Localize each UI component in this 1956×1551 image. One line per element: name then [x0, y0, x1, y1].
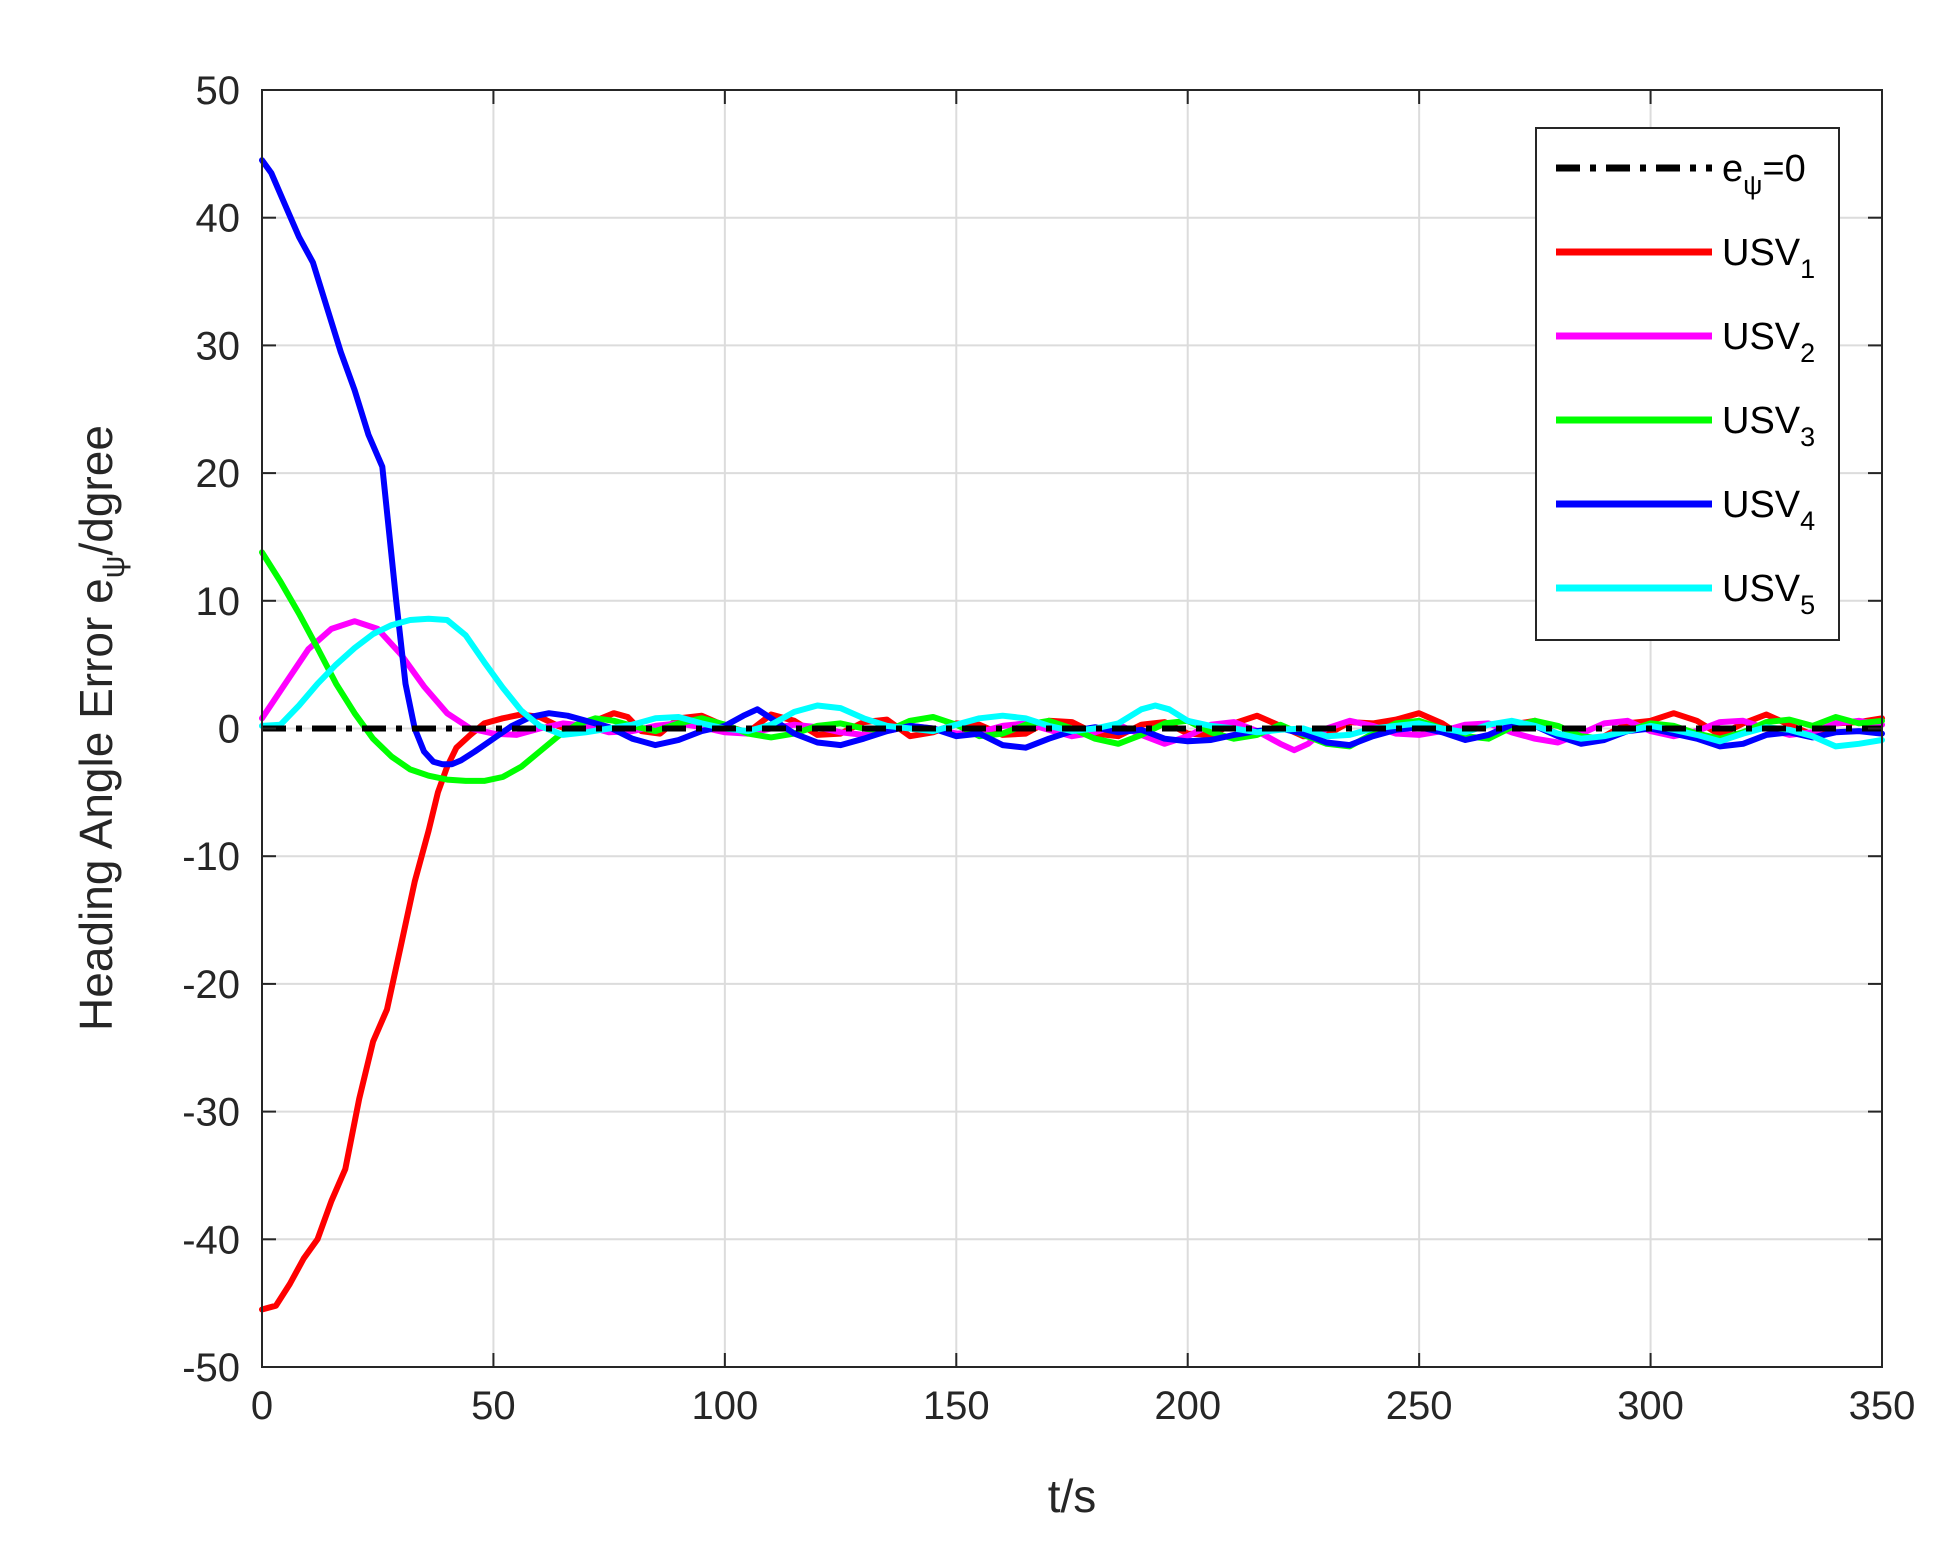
legend-label-1: USV1: [1722, 232, 1815, 284]
y-axis-label: Heading Angle Error eψ/dgree: [70, 425, 131, 1031]
x-tick-label: 50: [471, 1384, 516, 1428]
legend: eψ=0 USV1 USV2 USV3 USV4 USV5: [1535, 127, 1840, 641]
series-line-4: [259, 157, 1885, 768]
x-tick-label: 350: [1849, 1384, 1916, 1428]
y-tick-label: 10: [196, 580, 241, 624]
x-tick-label: 100: [691, 1384, 758, 1428]
x-axis-label: t/s: [1048, 1470, 1097, 1522]
y-axis-label-main: Heading Angle Error e: [70, 578, 122, 1031]
ticks: [261, 89, 1883, 1368]
series-layer: [259, 157, 1885, 1313]
legend-label-3: USV3: [1722, 400, 1815, 452]
x-tick-label: 250: [1386, 1384, 1453, 1428]
y-tick-label: 30: [196, 324, 241, 368]
y-tick-label: 0: [218, 708, 240, 752]
y-tick-label: -10: [182, 835, 240, 879]
y-tick-label: -50: [182, 1346, 240, 1390]
y-tick-label: 40: [196, 197, 241, 241]
y-tick-label: -20: [182, 963, 240, 1007]
legend-label-5: USV5: [1722, 568, 1815, 620]
tick-labels: 0 50 100 150 200 250 300 350 -50 -40 -30 -20 -10 0 10 2…: [182, 69, 1915, 1428]
y-axis-label-tail: /dgree: [70, 425, 122, 555]
x-tick-label: 200: [1154, 1384, 1221, 1428]
y-axis-label-sub: ψ: [95, 556, 131, 579]
y-tick-label: 20: [196, 452, 241, 496]
legend-label-4: USV4: [1722, 484, 1815, 536]
x-tick-label: 300: [1617, 1384, 1684, 1428]
legend-label-0: eψ=0: [1722, 148, 1806, 200]
legend-items: eψ=0 USV1 USV2 USV3 USV4 USV5: [1556, 148, 1815, 620]
y-tick-label: -40: [182, 1218, 240, 1262]
legend-label-2: USV2: [1722, 316, 1815, 368]
legend-box: [1535, 127, 1840, 641]
y-tick-label: -30: [182, 1091, 240, 1135]
y-tick-label: 50: [196, 69, 241, 113]
x-tick-label: 150: [923, 1384, 990, 1428]
x-tick-label: 0: [251, 1384, 273, 1428]
